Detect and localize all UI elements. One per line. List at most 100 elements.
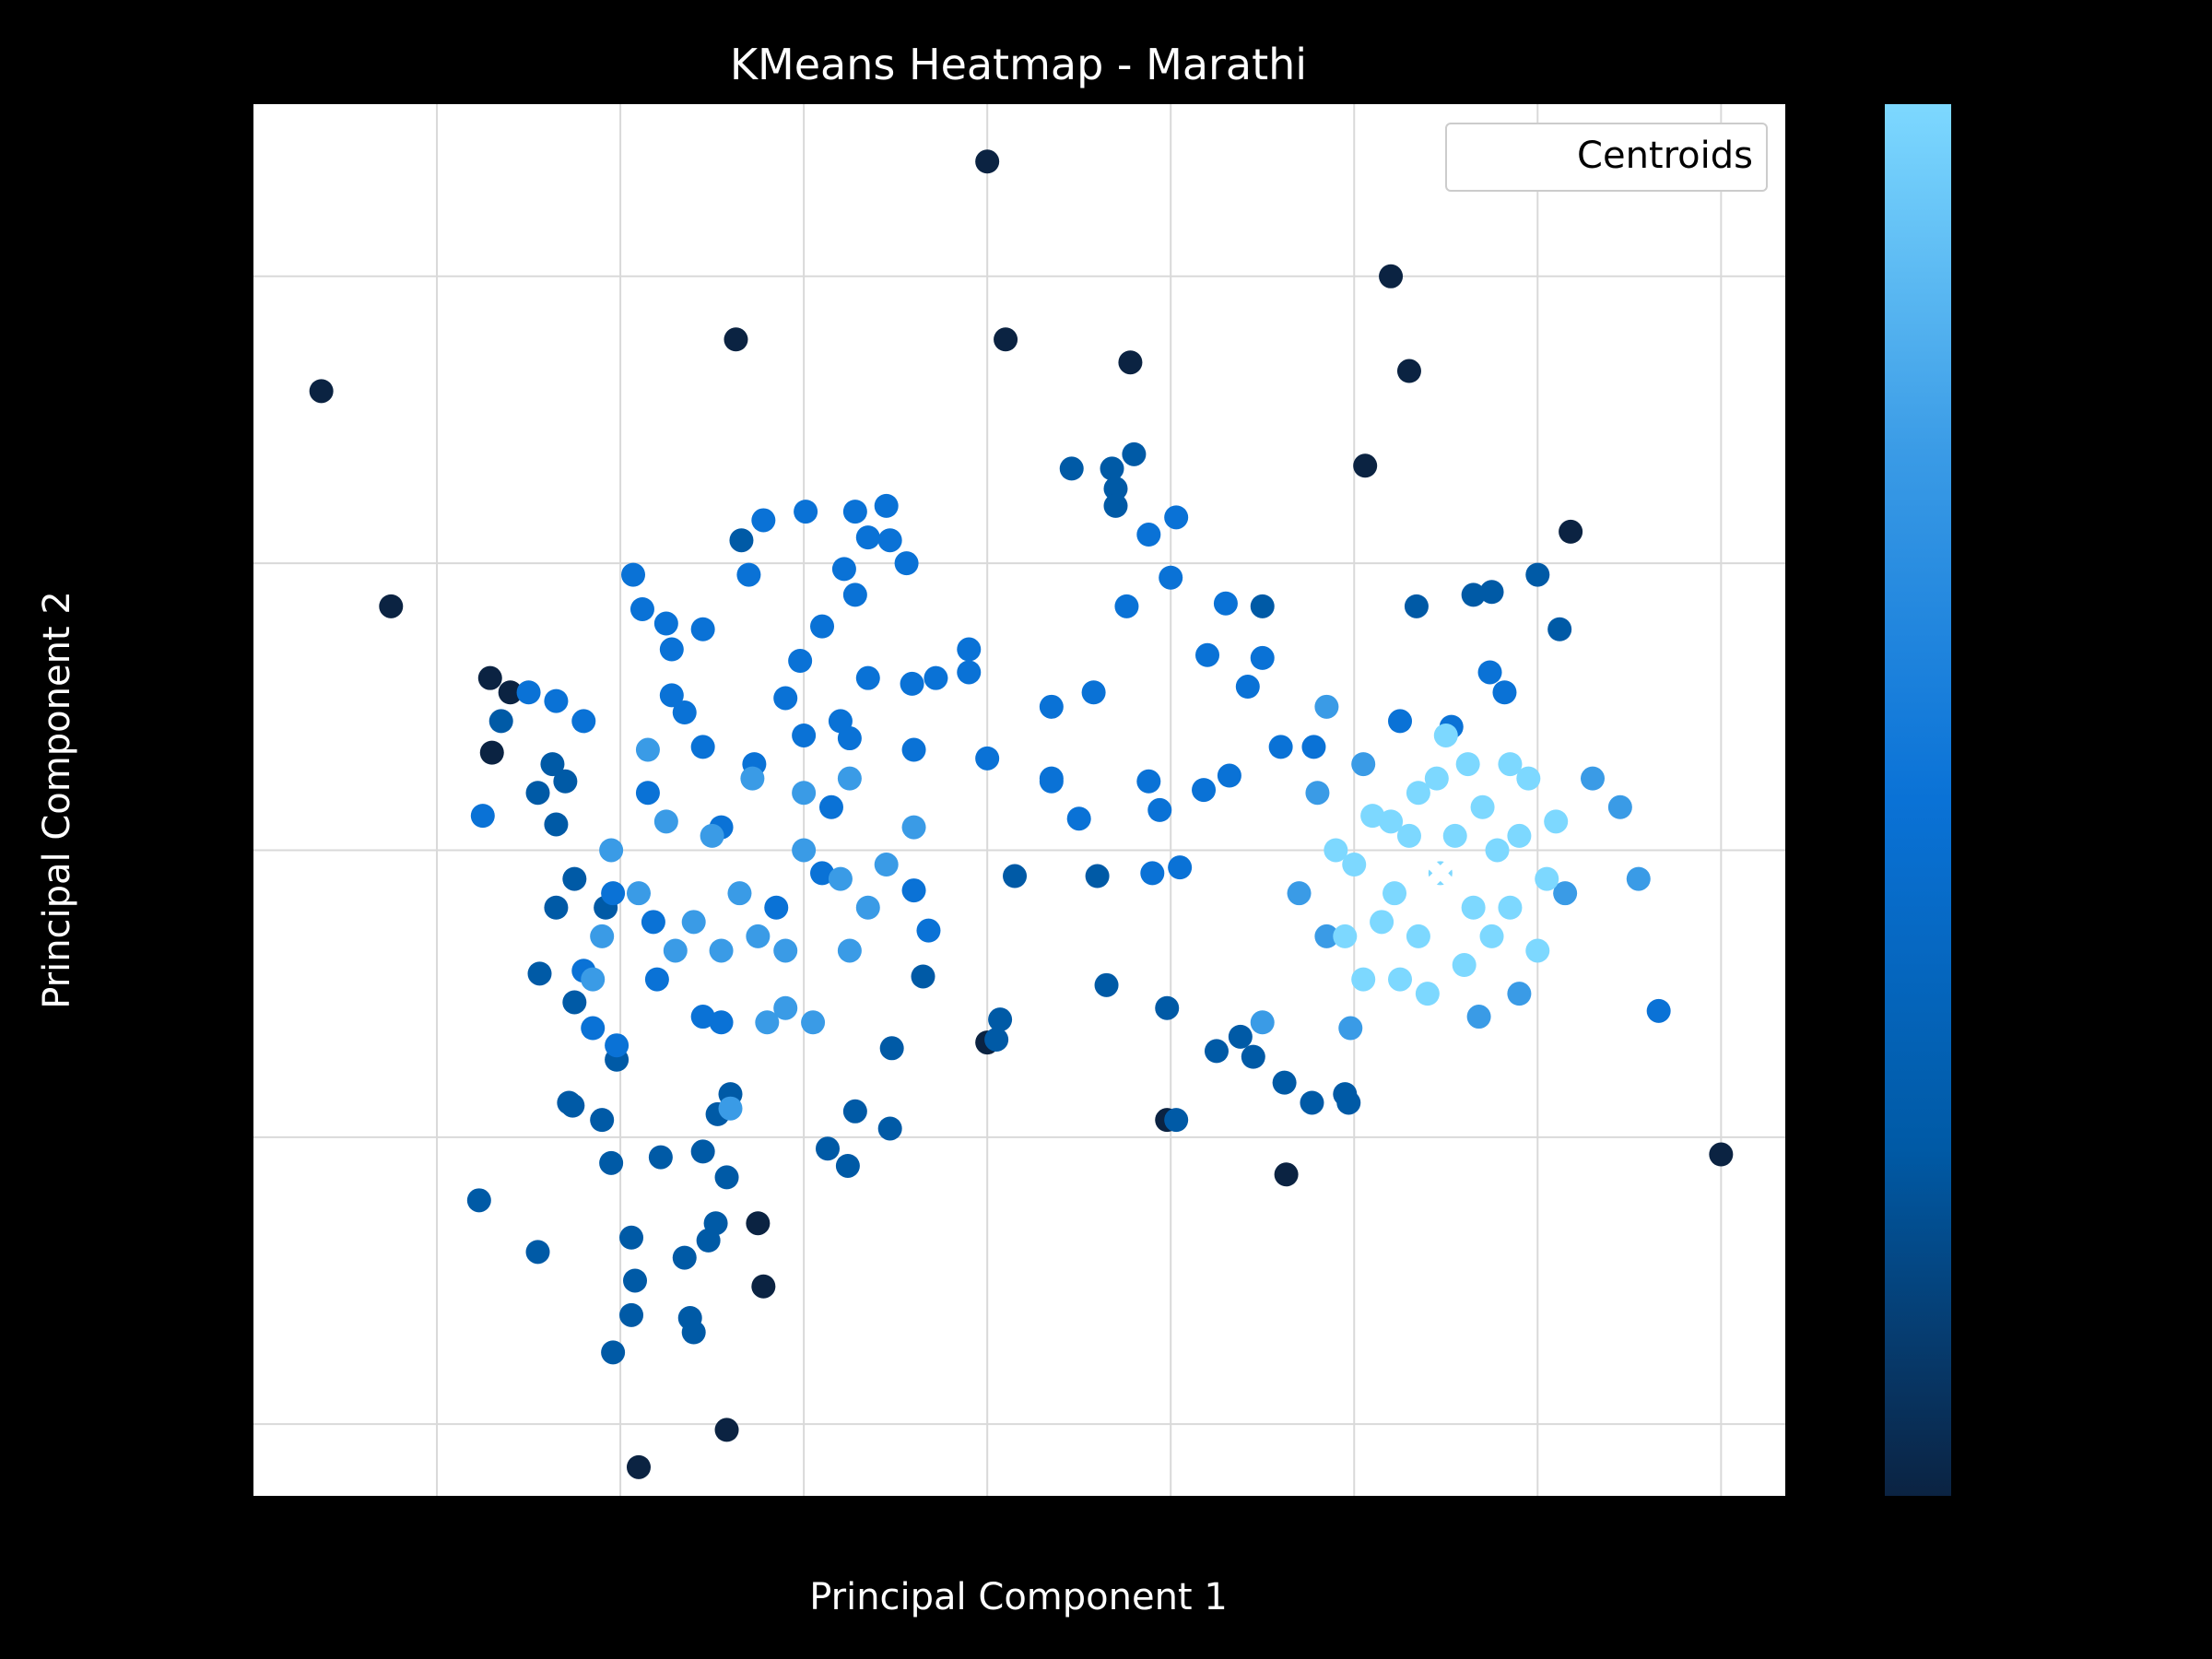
- scatter-point: [479, 740, 504, 765]
- scatter-point: [641, 910, 665, 935]
- scatter-point: [1250, 1010, 1275, 1035]
- scatter-point: [764, 895, 789, 920]
- scatter-point: [1314, 694, 1339, 719]
- scatter-point: [1406, 924, 1430, 948]
- scatter-point: [1268, 735, 1293, 759]
- scatter-point: [1274, 1162, 1299, 1187]
- scatter-point: [659, 683, 684, 708]
- scatter-point: [718, 1096, 743, 1121]
- scatter-point: [894, 551, 919, 576]
- scatter-point: [1155, 995, 1180, 1020]
- scatter-point: [635, 781, 660, 806]
- scatter-point: [1455, 752, 1480, 777]
- scatter-point: [1192, 778, 1217, 803]
- scatter-point: [1544, 809, 1569, 834]
- scatter-point: [746, 1211, 771, 1236]
- scatter-point: [1164, 505, 1189, 530]
- scatter-point: [874, 493, 899, 518]
- scatter-point: [1709, 1142, 1734, 1167]
- scatter-point: [663, 938, 688, 963]
- scatter-point: [599, 1150, 624, 1175]
- scatter-point: [1059, 456, 1084, 481]
- scatter-point: [1415, 982, 1440, 1006]
- x-axis-label: Principal Component 1: [809, 1576, 1228, 1618]
- scatter-point: [837, 726, 862, 751]
- scatter-point: [901, 815, 926, 840]
- scatter-point: [1094, 972, 1119, 997]
- scatter-point: [1333, 924, 1358, 948]
- scatter-point: [672, 700, 697, 725]
- scatter-point: [736, 562, 761, 587]
- scatter-point: [751, 1274, 776, 1299]
- scatter-point: [644, 967, 669, 992]
- scatter-point: [309, 379, 334, 404]
- scatter-point: [900, 671, 924, 696]
- scatter-point: [1477, 660, 1502, 685]
- scatter-point: [1301, 735, 1326, 759]
- scatter-point: [1353, 453, 1378, 478]
- scatter-point: [1535, 866, 1559, 891]
- scatter-point: [623, 1268, 648, 1293]
- scatter-point: [773, 686, 798, 711]
- scatter-point: [525, 1240, 550, 1265]
- scatter-point: [916, 918, 941, 943]
- scatter-point: [1452, 953, 1477, 978]
- scatter-point: [788, 649, 813, 673]
- scatter-point: [1388, 709, 1413, 734]
- scatter-point: [874, 853, 899, 877]
- scatter-point: [1525, 938, 1550, 963]
- legend-marker-centroid: [1482, 138, 1519, 175]
- scatter-point: [1159, 565, 1183, 590]
- scatter-point: [794, 500, 818, 524]
- scatter-point: [477, 665, 502, 690]
- scatter-point: [488, 709, 513, 734]
- legend: Centroids: [1445, 123, 1768, 192]
- scatter-point: [773, 995, 798, 1020]
- scatter-point: [1382, 881, 1407, 906]
- scatter-point: [525, 781, 550, 806]
- scatter-point: [975, 149, 1000, 174]
- chart-title: KMeans Heatmap - Marathi: [730, 40, 1307, 89]
- scatter-point: [855, 665, 880, 690]
- scatter-point: [1324, 838, 1348, 863]
- scatter-point: [751, 508, 776, 533]
- scatter-point: [792, 781, 817, 806]
- scatter-point: [626, 1454, 651, 1479]
- scatter-point: [792, 838, 817, 863]
- scatter-point: [714, 1165, 739, 1190]
- scatter-point: [1581, 766, 1606, 791]
- scatter-point: [837, 766, 862, 791]
- scatter-point: [1136, 523, 1161, 547]
- y-axis-label: Principal Component 2: [36, 591, 78, 1009]
- scatter-point: [1461, 895, 1486, 920]
- scatter-point: [1039, 694, 1064, 719]
- scatter-point: [621, 562, 646, 587]
- scatter-point: [1626, 866, 1651, 891]
- scatter-point: [911, 964, 935, 989]
- scatter-point: [1388, 967, 1413, 992]
- scatter-point: [755, 1010, 780, 1035]
- scatter-point: [1338, 1016, 1363, 1041]
- scatter-point: [1081, 680, 1106, 705]
- scatter-point: [724, 327, 748, 352]
- scatter-point: [1559, 519, 1583, 544]
- scatter-point: [540, 752, 565, 777]
- scatter-point: [1228, 1024, 1253, 1049]
- colorbar: [1885, 104, 1951, 1496]
- scatter-point: [1140, 861, 1165, 886]
- scatter-point: [562, 866, 587, 891]
- scatter-point: [681, 910, 706, 935]
- scatter-point: [837, 938, 862, 963]
- scatter-point: [1406, 781, 1430, 806]
- scatter-point: [1379, 264, 1404, 288]
- scatter-points: [309, 149, 1734, 1479]
- scatter-point: [709, 1010, 734, 1035]
- scatter-point: [773, 938, 798, 963]
- scatter-point: [1433, 723, 1458, 747]
- scatter-point: [1333, 1082, 1358, 1107]
- scatter-point: [984, 1027, 1009, 1052]
- scatter-point: [1272, 1070, 1297, 1095]
- scatter-point: [801, 1010, 826, 1035]
- scatter-point: [1164, 1108, 1189, 1133]
- scatter-point: [1168, 855, 1193, 880]
